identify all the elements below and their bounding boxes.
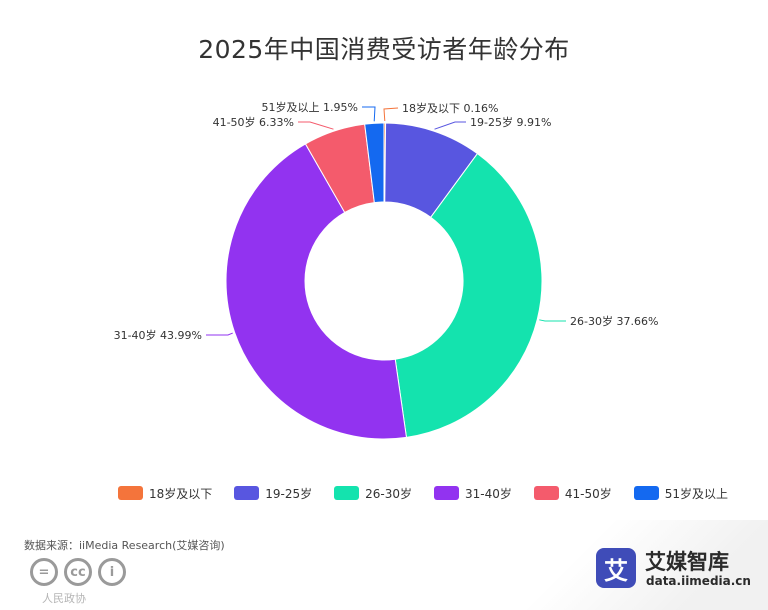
data-label-19-25: 19-25岁 9.91% bbox=[470, 115, 551, 129]
leader-line-41-50 bbox=[298, 121, 334, 130]
brand-background bbox=[508, 520, 768, 610]
legend-swatch bbox=[434, 486, 460, 500]
legend-swatch bbox=[633, 486, 659, 500]
brand-url[interactable]: data.iimedia.cn bbox=[646, 574, 751, 588]
legend-item-51-plus[interactable]: 51岁及以上 bbox=[633, 485, 729, 502]
legend-item-26-30[interactable]: 26-30岁 bbox=[334, 485, 412, 502]
legend-item-19-25[interactable]: 19-25岁 bbox=[234, 485, 312, 502]
leader-line-51-plus bbox=[362, 106, 376, 122]
chart-legend: 18岁及以下 19-25岁 26-30岁 31-40岁 41-50岁 51岁及以上 bbox=[118, 485, 750, 501]
leader-line-18-under bbox=[383, 107, 399, 122]
license-icons: = cc i bbox=[30, 558, 132, 586]
legend-label: 41-50岁 bbox=[564, 486, 612, 501]
leader-line-31-40 bbox=[206, 332, 233, 336]
watermark: 人民政协 bbox=[42, 592, 86, 605]
legend-item-31-40[interactable]: 31-40岁 bbox=[434, 485, 512, 502]
legend-label: 26-30岁 bbox=[365, 486, 413, 501]
cc-icon: cc bbox=[64, 558, 92, 586]
legend-label: 18岁及以下 bbox=[149, 486, 213, 501]
slice-31-40[interactable] bbox=[225, 143, 408, 440]
chart-title: 2025年中国消费受访者年龄分布 bbox=[198, 35, 570, 64]
legend-item-18-under[interactable]: 18岁及以下 bbox=[118, 485, 212, 502]
legend-label: 19-25岁 bbox=[265, 486, 313, 501]
source-note: 数据来源：iiMedia Research(艾媒咨询) bbox=[24, 539, 225, 552]
legend-label: 31-40岁 bbox=[465, 486, 512, 501]
slice-51-plus[interactable] bbox=[364, 122, 385, 204]
data-label-26-30: 26-30岁 37.66% bbox=[570, 314, 658, 328]
legend-swatch bbox=[118, 486, 143, 500]
data-label-51-plus: 51岁及以上 1.95% bbox=[262, 100, 358, 114]
legend-label: 51岁及以上 bbox=[664, 486, 729, 501]
slice-26-30[interactable] bbox=[394, 152, 543, 438]
legend-swatch bbox=[334, 486, 360, 500]
data-label-41-50: 41-50岁 6.33% bbox=[213, 115, 294, 129]
leader-line-26-30 bbox=[539, 319, 566, 322]
leader-line-19-25 bbox=[434, 121, 466, 130]
brand-logo: 艾 bbox=[596, 548, 636, 588]
legend-swatch bbox=[533, 486, 559, 500]
person-icon: i bbox=[98, 558, 126, 586]
legend-swatch bbox=[234, 486, 260, 500]
data-label-31-40: 31-40岁 43.99% bbox=[114, 328, 202, 342]
brand-name: 艾媒智库 bbox=[645, 550, 729, 574]
equals-icon: = bbox=[30, 558, 58, 586]
legend-item-41-50[interactable]: 41-50岁 bbox=[533, 485, 612, 502]
data-label-18-under: 18岁及以下 0.16% bbox=[402, 101, 498, 115]
